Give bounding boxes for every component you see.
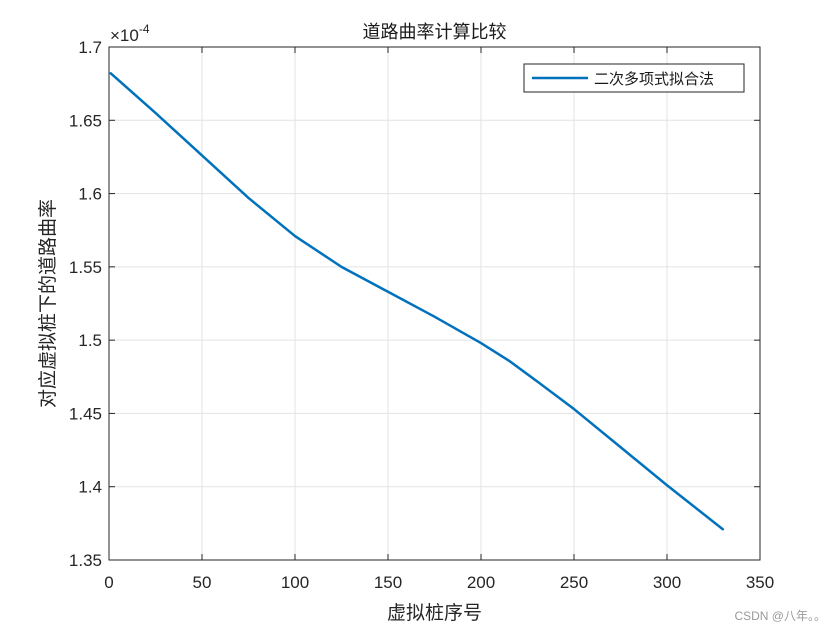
x-tick-label: 300 bbox=[653, 573, 681, 592]
x-tick-label: 100 bbox=[281, 573, 309, 592]
series-line-0 bbox=[109, 72, 725, 531]
x-tick-label: 350 bbox=[746, 573, 774, 592]
y-exponent-power: -4 bbox=[139, 22, 150, 36]
series-lines bbox=[109, 72, 725, 531]
x-tick-label: 150 bbox=[374, 573, 402, 592]
legend-entry-series-0: 二次多项式拟合法 bbox=[594, 70, 714, 88]
y-tick-label: 1.35 bbox=[69, 551, 102, 570]
chart-title: 道路曲率计算比较 bbox=[363, 22, 507, 43]
watermark: CSDN @八年。。 bbox=[734, 609, 826, 623]
x-tick-labels: 0 50 100 150 200 250 300 350 bbox=[104, 573, 774, 592]
x-axis-label: 虚拟桩序号 bbox=[387, 602, 482, 624]
y-axis-label: 对应虚拟桩下的道路曲率 bbox=[37, 199, 59, 408]
y-tick-label: 1.7 bbox=[78, 38, 102, 57]
y-tick-label: 1.65 bbox=[69, 111, 102, 130]
y-tick-labels: 1.35 1.4 1.45 1.5 1.55 1.6 1.65 1.7 bbox=[69, 38, 102, 570]
x-tick-label: 0 bbox=[104, 573, 113, 592]
grid-lines bbox=[108, 46, 761, 561]
y-exponent-label: ×10-4 bbox=[110, 22, 150, 45]
y-tick-label: 1.4 bbox=[78, 478, 102, 497]
y-tick-label: 1.55 bbox=[69, 258, 102, 277]
axis-ticks bbox=[108, 46, 761, 561]
x-tick-label: 50 bbox=[193, 573, 212, 592]
y-tick-label: 1.45 bbox=[69, 404, 102, 423]
y-exponent-base: ×10 bbox=[110, 26, 139, 45]
y-tick-label: 1.6 bbox=[78, 185, 102, 204]
legend: 二次多项式拟合法 bbox=[523, 63, 745, 93]
plot-area-frame bbox=[108, 46, 761, 561]
y-tick-label: 1.5 bbox=[78, 331, 102, 350]
x-tick-label: 250 bbox=[560, 573, 588, 592]
x-tick-label: 200 bbox=[467, 573, 495, 592]
